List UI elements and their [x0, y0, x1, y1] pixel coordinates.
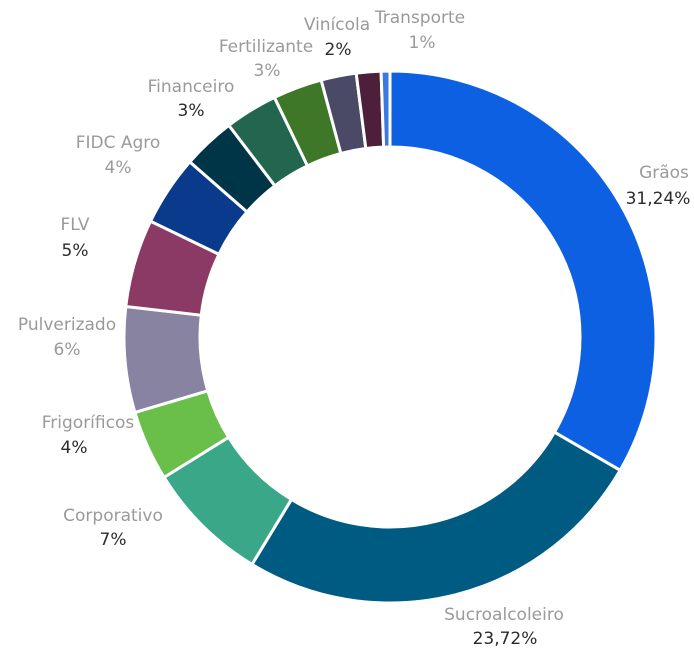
slice-value: 31,24%	[626, 189, 691, 209]
slice-value: 5%	[62, 241, 89, 261]
slice-name: Frigoríficos	[42, 413, 135, 433]
slice-name: Sucroalcoleiro	[444, 605, 564, 625]
slice-name: Transporte	[374, 8, 465, 28]
slice-value: 7%	[100, 530, 127, 550]
slice-value: 3%	[178, 101, 205, 121]
slice-value: 23,72%	[473, 629, 538, 649]
slice-name: Corporativo	[63, 506, 163, 526]
slice-value: 3%	[254, 61, 281, 81]
slice-name: Vinícola	[304, 15, 370, 35]
slice-name: Pulverizado	[18, 315, 116, 335]
donut-slice	[249, 430, 623, 605]
donut-slice	[379, 69, 392, 149]
slice-value: 4%	[105, 158, 132, 178]
slice-name: Fertilizante	[219, 37, 313, 57]
donut-slice	[388, 69, 658, 473]
slice-value: 6%	[54, 340, 81, 360]
slice-name: FIDC Agro	[76, 133, 161, 153]
slice-value: 2%	[325, 40, 352, 60]
slice-name: FLV	[60, 215, 89, 235]
slice-name: Financeiro	[148, 77, 235, 97]
slice-value: 4%	[61, 438, 88, 458]
slice-value: 1%	[409, 33, 436, 53]
slice-name: Grãos	[639, 163, 689, 183]
